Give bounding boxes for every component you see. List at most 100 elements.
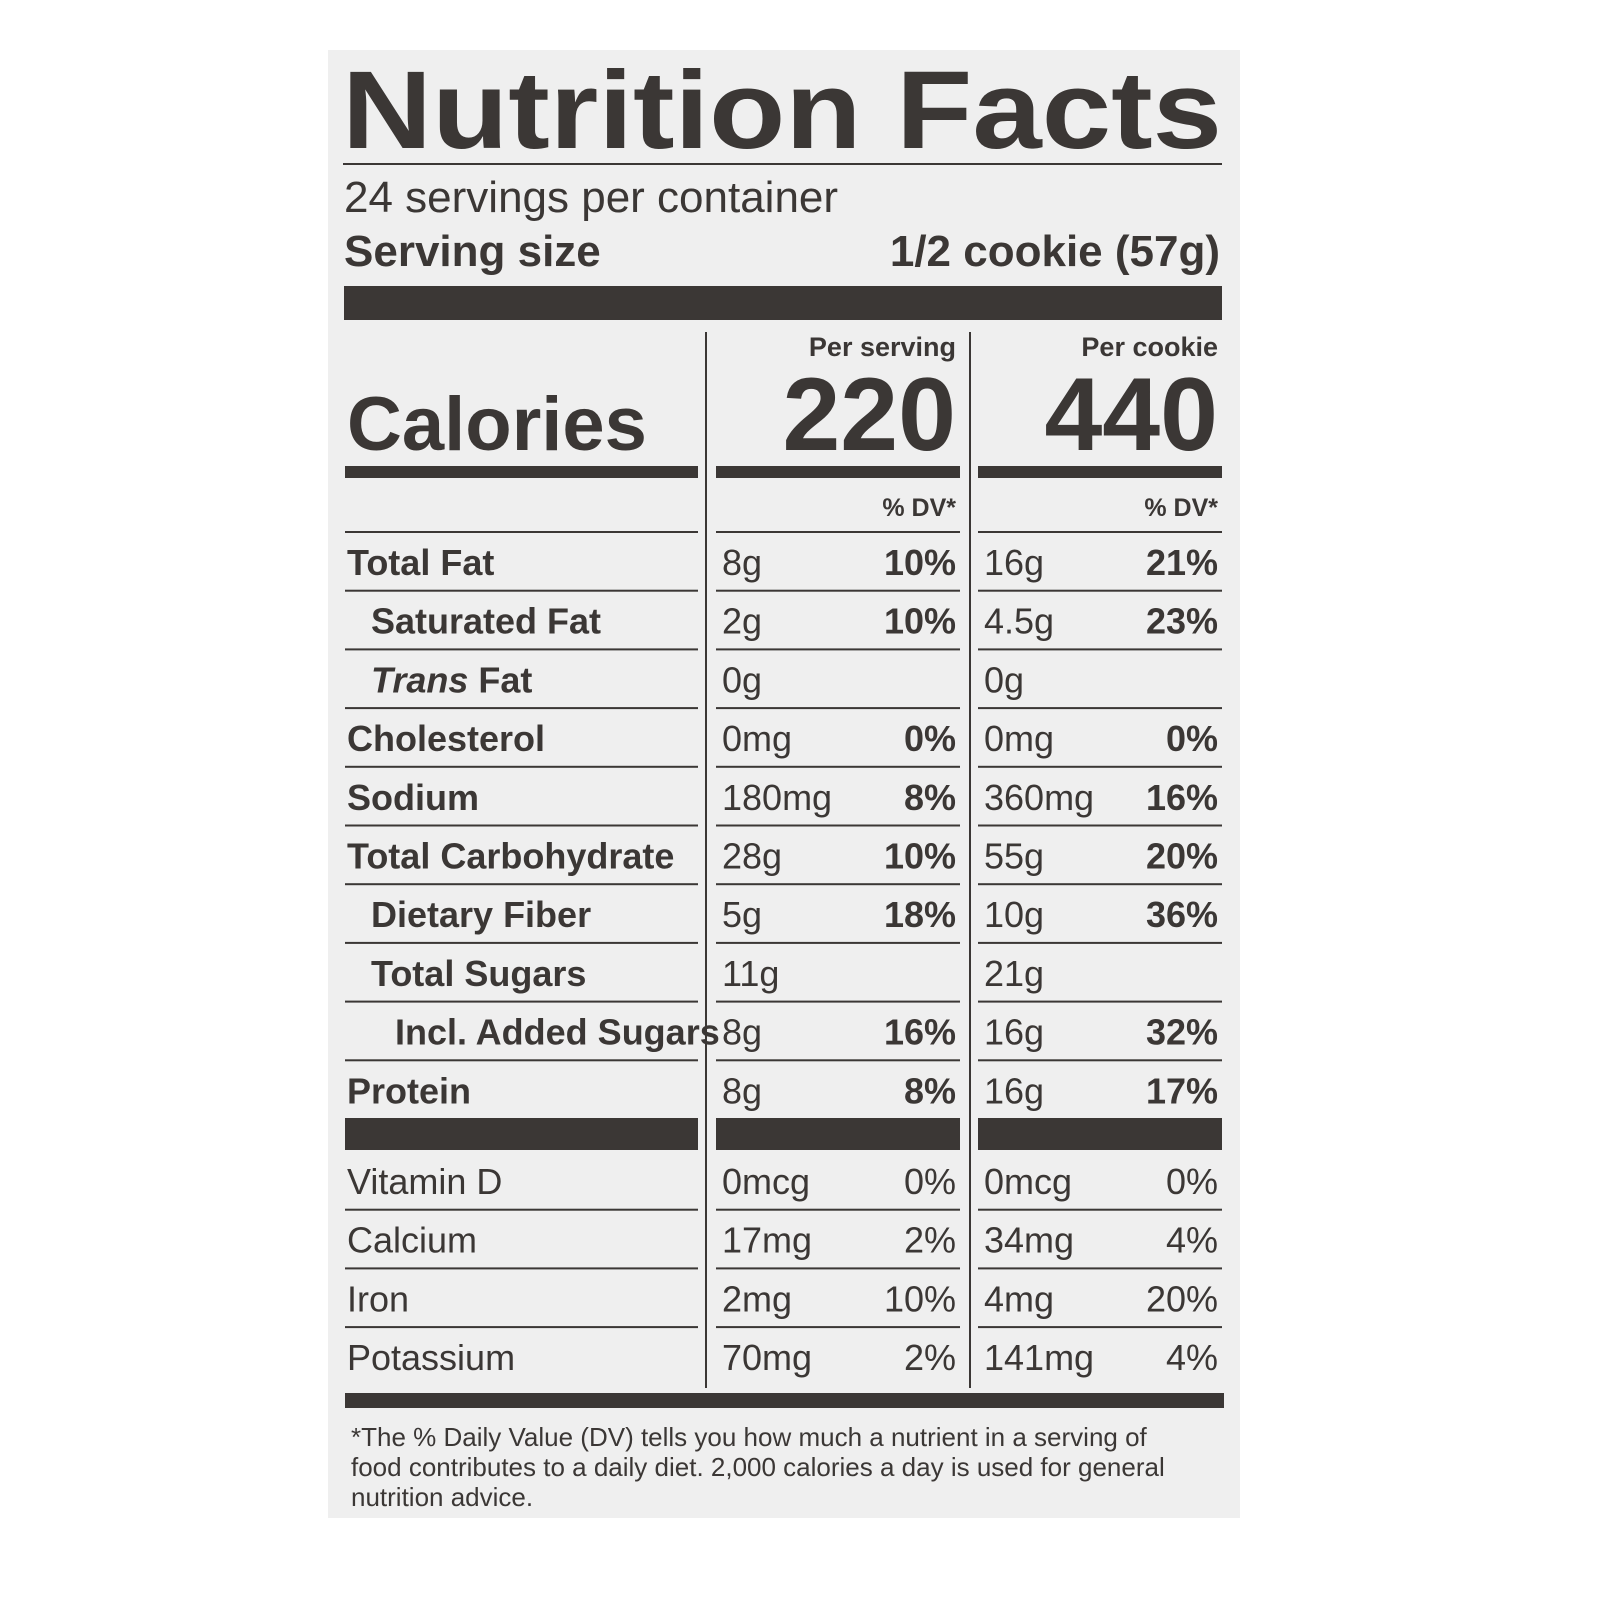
amount: 0mcg (984, 1161, 1072, 1202)
nutrient-name: Total Sugars (371, 953, 586, 994)
servings: 24 servings per container (344, 173, 838, 222)
rule (716, 707, 960, 710)
amount: 4mg (984, 1278, 1054, 1319)
serving-size-label: Serving size (344, 227, 601, 276)
dv-heading: % DV* (882, 494, 956, 522)
amount: 21g (984, 953, 1044, 994)
daily-value: 10% (884, 836, 956, 877)
rule (345, 1000, 698, 1003)
calories-value: 220 (782, 357, 956, 473)
rule (345, 765, 698, 768)
amount: 28g (722, 836, 782, 877)
amount: 8g (722, 1012, 762, 1053)
rule (978, 883, 1222, 886)
daily-value: 0% (1166, 718, 1218, 759)
rule (978, 824, 1222, 827)
amount: 55g (984, 836, 1044, 877)
rule (345, 589, 698, 592)
rule (716, 589, 960, 592)
rule (978, 707, 1222, 710)
bar (716, 466, 960, 478)
dv-heading: % DV* (1144, 494, 1218, 522)
rule (716, 1267, 960, 1270)
serving-size-value: 1/2 cookie (57g) (890, 227, 1220, 276)
daily-value: 21% (1146, 542, 1218, 583)
bar (978, 466, 1222, 478)
amount: 5g (722, 894, 762, 935)
nutrient-name: Sodium (347, 777, 479, 818)
footnote: *The % Daily Value (DV) tells you how mu… (351, 1422, 1148, 1452)
amount: 0mg (984, 718, 1054, 759)
daily-value: 16% (884, 1012, 956, 1053)
rule (345, 1059, 698, 1062)
rule (345, 1326, 698, 1329)
daily-value: 20% (1146, 836, 1218, 877)
rule (716, 941, 960, 944)
rule (716, 824, 960, 827)
nutrient-name: Saturated Fat (371, 601, 601, 642)
daily-value: 10% (884, 601, 956, 642)
daily-value: 36% (1146, 894, 1218, 935)
rule (716, 1000, 960, 1003)
rule (345, 1208, 698, 1211)
amount: 2mg (722, 1278, 792, 1319)
amount: 0mg (722, 718, 792, 759)
daily-value: 10% (884, 1278, 956, 1319)
amount: 0g (722, 659, 762, 700)
rule (716, 648, 960, 651)
rule (345, 883, 698, 886)
footnote: nutrition advice. (351, 1482, 533, 1512)
bar (716, 1118, 960, 1150)
rule (978, 589, 1222, 592)
nutrient-name: Protein (347, 1070, 471, 1111)
daily-value: 8% (904, 777, 956, 818)
bar (978, 1118, 1222, 1150)
nutrient-name: Potassium (347, 1337, 515, 1378)
daily-value: 20% (1146, 1278, 1218, 1319)
rule (716, 531, 960, 533)
rule (978, 1000, 1222, 1003)
rule (978, 531, 1222, 533)
nutrient-name-italic: Trans (371, 659, 468, 700)
footnote: food contributes to a daily diet. 2,000 … (351, 1452, 1165, 1482)
divider (705, 332, 707, 1388)
amount: 16g (984, 1070, 1044, 1111)
nutrient-name: Iron (347, 1278, 409, 1319)
amount: 34mg (984, 1220, 1074, 1261)
amount: 141mg (984, 1337, 1094, 1378)
daily-value: 8% (904, 1070, 956, 1111)
rule (345, 531, 698, 533)
rule (345, 1267, 698, 1270)
calories-label: Calories (347, 382, 647, 467)
amount: 360mg (984, 777, 1094, 818)
amount: 180mg (722, 777, 832, 818)
daily-value: 2% (904, 1220, 956, 1261)
rule (978, 1208, 1222, 1211)
rule (978, 648, 1222, 651)
rule (343, 163, 1222, 165)
thick-bar (345, 1393, 1224, 1408)
amount: 11g (722, 953, 779, 994)
nutrient-name: Cholesterol (347, 718, 545, 759)
rule (716, 1059, 960, 1062)
daily-value: 16% (1146, 777, 1218, 818)
rule (978, 1059, 1222, 1062)
rule (978, 941, 1222, 944)
daily-value: 23% (1146, 601, 1218, 642)
amount: 70mg (722, 1337, 812, 1378)
nutrient-name-rest: Fat (478, 659, 532, 700)
daily-value: 0% (1166, 1161, 1218, 1202)
bar (345, 466, 698, 478)
daily-value: 0% (904, 1161, 956, 1202)
daily-value: 4% (1166, 1337, 1218, 1378)
daily-value: 4% (1166, 1220, 1218, 1261)
nutrient-name: Total Fat (347, 542, 494, 583)
rule (345, 824, 698, 827)
rule (978, 1326, 1222, 1329)
calories-value: 440 (1044, 357, 1218, 473)
rule (716, 1326, 960, 1329)
daily-value: 32% (1146, 1012, 1218, 1053)
amount: 2g (722, 601, 762, 642)
nutrient-name: Dietary Fiber (371, 894, 591, 935)
amount: 4.5g (984, 601, 1054, 642)
